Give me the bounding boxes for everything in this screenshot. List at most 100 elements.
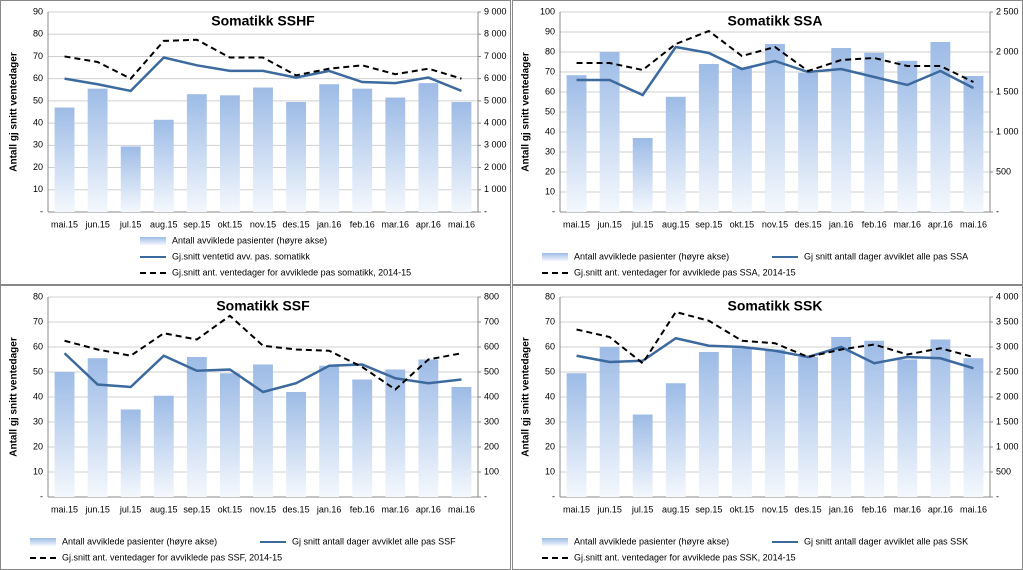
bar <box>286 392 306 497</box>
chart-title: Somatikk SSA <box>728 13 823 29</box>
y-tick-label: 20 <box>545 441 555 451</box>
bar <box>632 414 653 497</box>
bar <box>599 52 620 212</box>
x-tick-label: mai.15 <box>563 219 590 229</box>
bar <box>220 95 240 212</box>
y-tick-label: 50 <box>33 95 43 105</box>
x-tick-label: apr.16 <box>416 219 441 229</box>
chart-title: Somatikk SSK <box>728 298 823 314</box>
y-tick-label: 30 <box>33 416 43 426</box>
x-tick-label: aug.15 <box>150 219 178 229</box>
y2-tick-label: 2 000 <box>996 391 1019 401</box>
line-series <box>64 38 462 80</box>
x-tick-label: mar.16 <box>894 504 922 514</box>
y2-tick-label: - <box>484 206 487 216</box>
x-tick-label: feb.16 <box>350 219 375 229</box>
y2-tick-label: 600 <box>484 341 499 351</box>
legend-label: Gj.snitt ant. ventedager for avviklede p… <box>574 267 796 277</box>
y2-tick-label: 1 500 <box>996 416 1019 426</box>
y2-tick-label: - <box>996 491 999 501</box>
y2-tick-label: 5 000 <box>484 95 507 105</box>
y2-tick-label: 100 <box>484 466 499 476</box>
y-tick-label: 40 <box>33 117 43 127</box>
y-tick-label: 80 <box>33 291 43 301</box>
y-tick-label: 50 <box>33 366 43 376</box>
y2-tick-label: 1 500 <box>996 86 1019 96</box>
bar <box>665 383 686 497</box>
x-tick-label: jul.15 <box>119 504 142 514</box>
bar <box>732 68 752 212</box>
y-tick-label: 70 <box>33 51 43 61</box>
y-tick-label: - <box>552 491 555 501</box>
y2-tick-label: 500 <box>996 466 1011 476</box>
line-series <box>576 45 975 97</box>
x-tick-label: okt.15 <box>730 219 755 229</box>
y-axis-title: Antall gj snitt ventedager <box>9 52 20 172</box>
x-tick-label: des.15 <box>283 219 310 229</box>
x-tick-label: apr.16 <box>928 504 953 514</box>
y2-tick-label: 8 000 <box>484 29 507 39</box>
y2-tick-label: 400 <box>484 391 499 401</box>
y-tick-label: - <box>40 491 43 501</box>
y2-tick-label: 4 000 <box>484 117 507 127</box>
y-axis-title: Antall gj snitt ventedager <box>521 52 532 172</box>
legend-label: Antall avviklede pasienter (høyre akse) <box>62 536 217 546</box>
x-tick-label: jan.16 <box>828 219 854 229</box>
y2-tick-label: 2 000 <box>484 162 507 172</box>
y-tick-label: 10 <box>545 466 555 476</box>
y2-tick-label: 500 <box>996 166 1011 176</box>
legend-swatch <box>140 237 166 245</box>
bar <box>566 373 587 497</box>
y-tick-label: 40 <box>33 391 43 401</box>
bar <box>864 52 885 212</box>
bar <box>186 94 207 212</box>
y-tick-label: 80 <box>33 29 43 39</box>
x-tick-label: jun.15 <box>84 219 110 229</box>
legend-swatch <box>542 538 568 546</box>
y2-tick-label: - <box>484 491 487 501</box>
x-tick-label: mai.16 <box>960 219 987 229</box>
legend-label: Gj.snitt ant. ventedager for avviklede p… <box>62 552 282 562</box>
y-tick-label: 90 <box>545 26 555 36</box>
x-tick-label: mar.16 <box>894 219 922 229</box>
x-tick-label: jun.15 <box>596 504 622 514</box>
bar <box>87 358 108 497</box>
x-tick-label: des.15 <box>283 504 310 514</box>
bar <box>319 365 340 497</box>
y2-tick-label: 500 <box>484 366 499 376</box>
y2-tick-label: 7 000 <box>484 51 507 61</box>
bar <box>186 357 207 497</box>
x-tick-label: aug.15 <box>150 504 178 514</box>
bar <box>698 352 719 497</box>
bar <box>418 359 439 497</box>
bar <box>698 64 719 212</box>
y2-tick-label: 3 000 <box>996 341 1019 351</box>
bar <box>418 83 439 212</box>
bar <box>220 373 240 497</box>
x-tick-label: okt.15 <box>218 504 243 514</box>
x-tick-label: sep.15 <box>183 504 210 514</box>
y-tick-label: 20 <box>545 166 555 176</box>
y2-tick-label: 3 500 <box>996 316 1019 326</box>
chart-title: Somatikk SSHF <box>211 13 315 29</box>
x-tick-label: mar.16 <box>382 504 410 514</box>
y-tick-label: 10 <box>33 184 43 194</box>
y-tick-label: 20 <box>33 441 43 451</box>
y-tick-label: 60 <box>545 86 555 96</box>
x-tick-label: apr.16 <box>416 504 441 514</box>
legend-label: Antall avviklede pasienter (høyre akse) <box>172 235 327 245</box>
legend-label: Antall avviklede pasienter (høyre akse) <box>574 536 729 546</box>
bar <box>963 358 984 497</box>
bar <box>765 44 785 212</box>
legend-label: Gj.snitt ventetid avv. pas. somatikk <box>172 251 310 261</box>
line-series <box>576 310 974 365</box>
bar <box>120 409 141 497</box>
bar <box>798 72 818 212</box>
bar <box>54 107 75 212</box>
bar <box>451 102 472 212</box>
chart-panel: - 10 20 30 40 50 60 70 80 90 100 - 500 1 000 1 500 2 00… <box>512 0 1023 285</box>
x-tick-label: jan.16 <box>316 219 342 229</box>
bar <box>451 387 472 497</box>
bar <box>963 76 984 212</box>
